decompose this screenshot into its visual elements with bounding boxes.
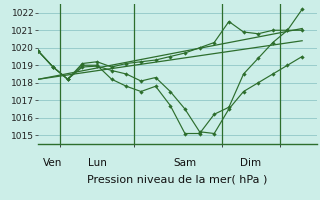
- Text: Dim: Dim: [240, 158, 261, 168]
- Text: Sam: Sam: [173, 158, 196, 168]
- Text: Lun: Lun: [88, 158, 107, 168]
- Text: Pression niveau de la mer( hPa ): Pression niveau de la mer( hPa ): [87, 175, 268, 185]
- Text: Ven: Ven: [44, 158, 63, 168]
